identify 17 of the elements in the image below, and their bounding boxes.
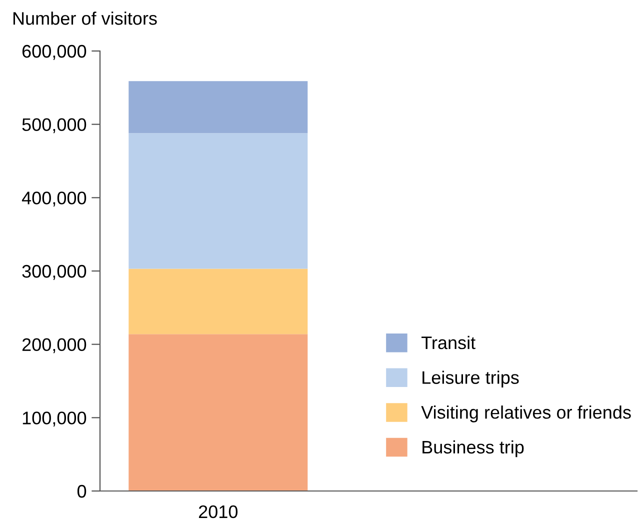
- bar: [128, 268, 308, 334]
- y-tick-label: 600,000: [22, 44, 86, 60]
- y-tick-label: 200,000: [22, 338, 86, 354]
- bar: [128, 133, 308, 269]
- legend-label: Leisure trips: [422, 370, 519, 388]
- x-tick-label: 2010: [198, 505, 238, 518]
- legend-label: Visiting relatives or friends: [421, 406, 631, 422]
- bar: [128, 81, 308, 134]
- legend-label: Business trip: [422, 440, 524, 458]
- legend-label: Transit: [421, 336, 476, 350]
- y-tick-label: 500,000: [22, 118, 86, 134]
- y-tick-label: 300,000: [22, 264, 86, 280]
- y-tick-label: 0: [77, 484, 86, 498]
- y-tick-label: 400,000: [22, 192, 86, 207]
- bar: [128, 334, 308, 491]
- y-tick-label: 100,000: [22, 412, 86, 427]
- y-axis-title: Number of visitors: [13, 12, 157, 25]
